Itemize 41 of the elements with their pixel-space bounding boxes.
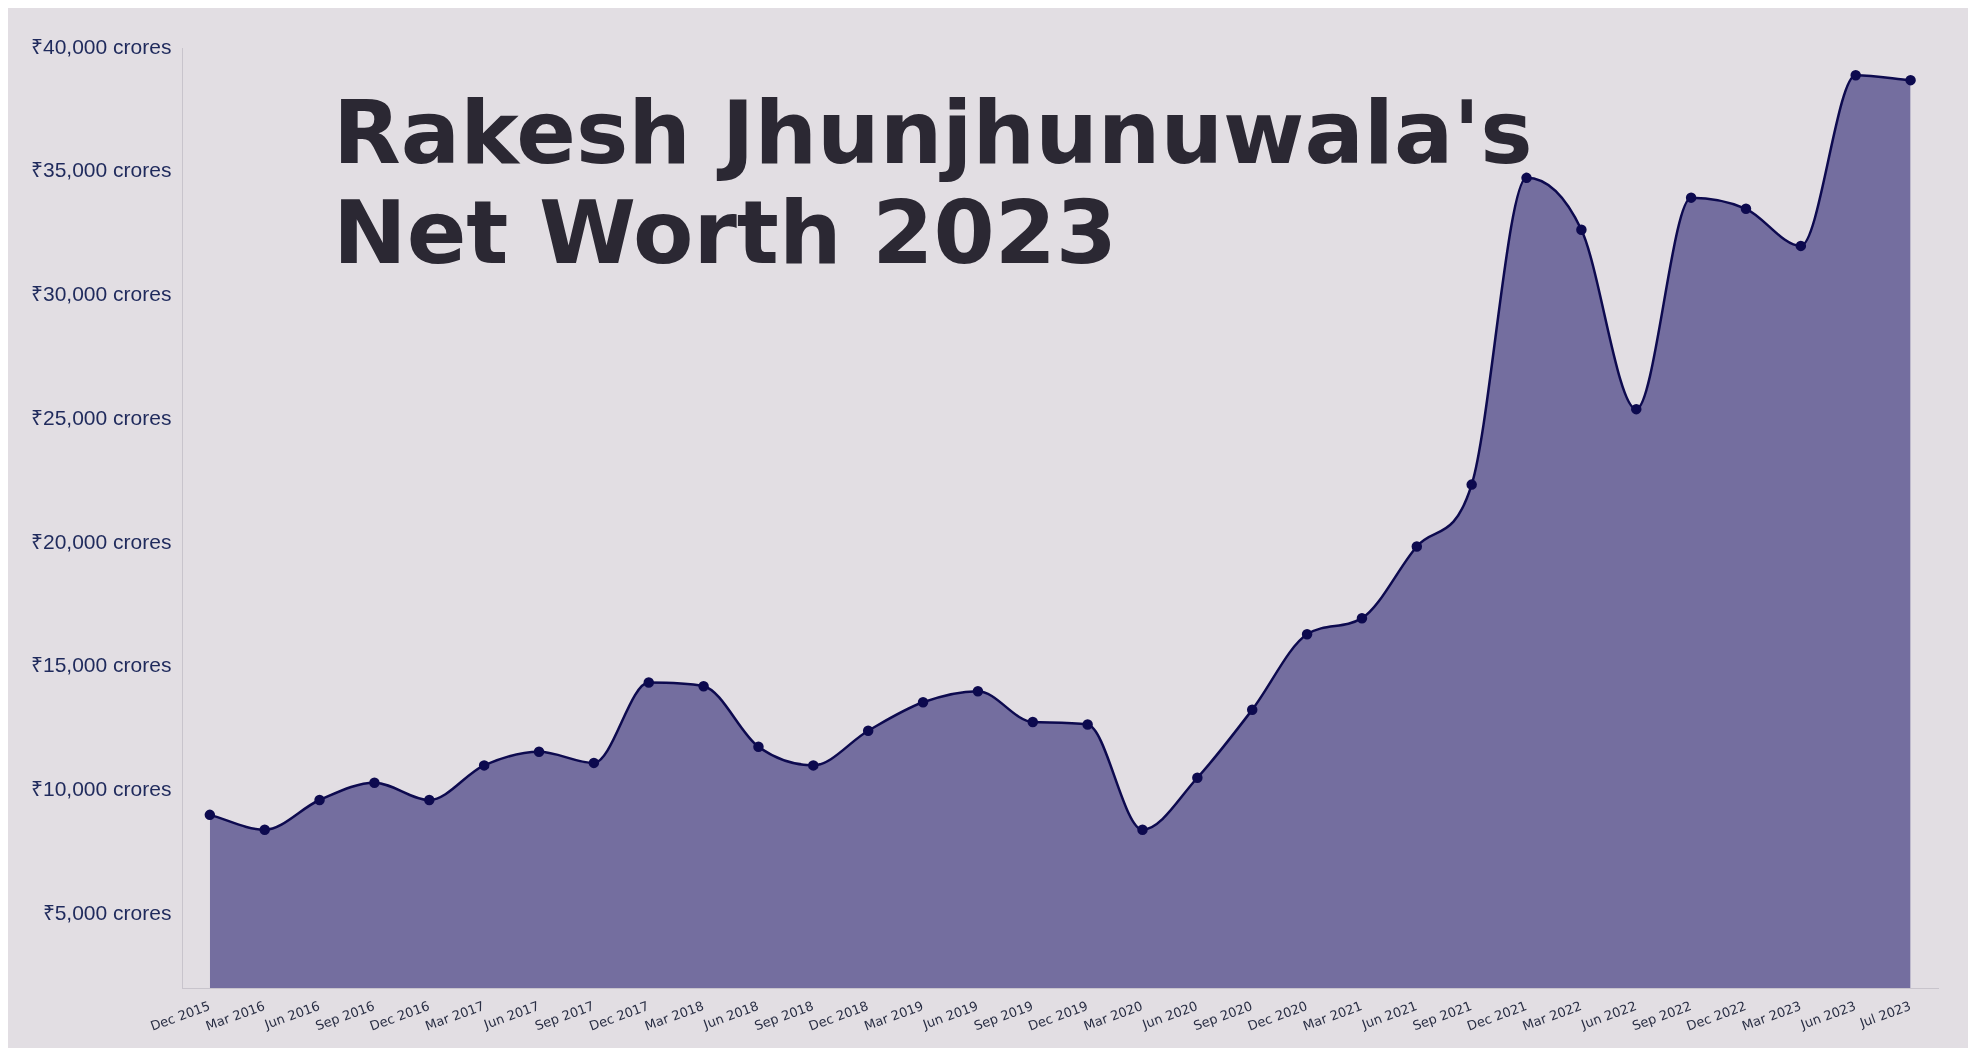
point (1356, 612, 1368, 624)
point (1685, 192, 1697, 203)
y-tick-label: ₹35,000 crores (30, 158, 172, 182)
point (204, 809, 216, 821)
point (1137, 824, 1148, 835)
y-tick-label: ₹20,000 crores (30, 529, 172, 553)
point (698, 680, 709, 692)
point (1301, 629, 1313, 640)
point (972, 685, 984, 697)
text: Rakesh Jhunjhunuwala's Net Worth 2023 (333, 81, 1533, 284)
point (1795, 240, 1807, 252)
point (1466, 479, 1477, 490)
point (424, 794, 435, 806)
point (808, 760, 819, 771)
y-tick-label: ₹10,000 crores (30, 776, 172, 800)
point (533, 746, 545, 758)
point (1411, 541, 1423, 552)
y-tick-label: ₹15,000 crores (30, 653, 172, 677)
point (1246, 704, 1258, 715)
point (862, 725, 874, 736)
y-tick-label: ₹5,000 crores (42, 900, 172, 924)
x-tick-label: Jul 2023 (1856, 998, 1913, 1031)
point (1740, 203, 1752, 215)
point (1027, 716, 1039, 728)
point (753, 741, 764, 753)
point (1082, 719, 1093, 730)
point (1192, 772, 1203, 783)
point (917, 697, 929, 708)
point (588, 757, 600, 769)
point (314, 794, 325, 806)
point (1850, 69, 1861, 81)
point (478, 760, 490, 771)
point (1905, 74, 1916, 86)
point (369, 777, 380, 788)
y-tick-label: ₹25,000 crores (30, 405, 172, 429)
point (1576, 224, 1587, 236)
point (1631, 403, 1642, 415)
y-tick-label: ₹40,000 crores (30, 34, 172, 58)
point (259, 824, 270, 835)
point (643, 677, 654, 688)
y-tick-label: ₹30,000 crores (30, 282, 172, 306)
